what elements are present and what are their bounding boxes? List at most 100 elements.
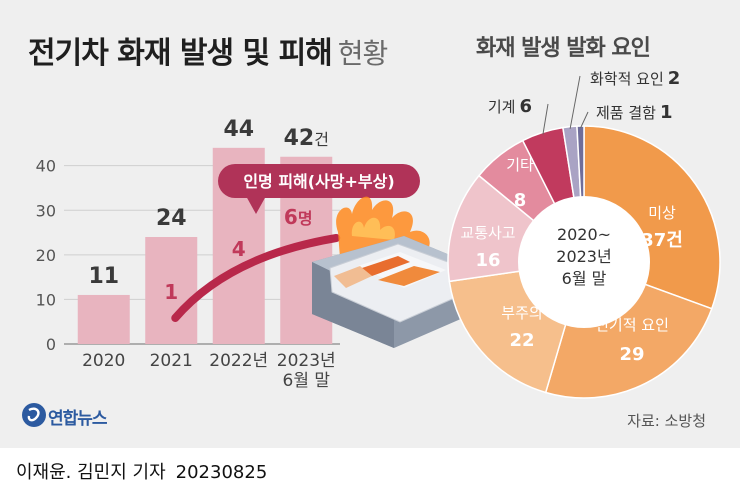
pie-title: 화재 발생 발화 요인 xyxy=(476,36,651,61)
pie-slice-value: 1 xyxy=(660,102,673,123)
bar-value-label: 44 xyxy=(223,117,254,142)
source-note: 자료: 소방청 xyxy=(627,412,706,430)
pie-center-hole xyxy=(518,196,650,328)
pie-slice-name: 화학적 요인 xyxy=(590,70,664,88)
bar-2020 xyxy=(77,294,130,344)
pie-slice-value: 2 xyxy=(668,68,681,89)
x-tick-label: 2022년 xyxy=(209,351,268,371)
injury-callout-label: 인명 피해(사망+부상) xyxy=(243,172,394,191)
injury-value-label-part-1: 명 xyxy=(298,209,313,228)
x-tick-label: 2021 xyxy=(150,351,193,371)
pie-slice-value-part-0: 29 xyxy=(619,344,644,365)
pie-slice-value: 6 xyxy=(519,96,532,117)
page-title: 전기차 화재 발생 및 피해 현황 xyxy=(28,28,389,72)
injury-callout-bubble xyxy=(218,164,420,198)
pie-outside-label: 화학적 요인 2 xyxy=(590,68,680,89)
bar-value-label-part-0: 42 xyxy=(284,126,315,151)
injury-value-label-part-0: 4 xyxy=(232,237,246,261)
car-roof xyxy=(358,252,446,288)
injury-callout-pointer xyxy=(246,196,266,214)
pie-center-label: 2020~ xyxy=(557,225,611,244)
bar-2021 xyxy=(145,237,198,344)
bar-value-label: 42건 xyxy=(284,126,329,151)
pie-center-label: 2023년 xyxy=(556,247,611,266)
injury-value-label: 1 xyxy=(164,280,178,304)
x-tick-label-part-0: 2022년 xyxy=(209,351,268,371)
pie-outside-label: 기계 6 xyxy=(488,96,532,117)
byline: 이재윤. 김민지 기자 20230825 xyxy=(16,458,267,484)
pie-slice-name-part-0: 부주의 xyxy=(501,304,542,322)
burning-car-illustration xyxy=(312,196,486,348)
y-tick-label: 10 xyxy=(36,290,56,309)
pie-leader-line xyxy=(542,103,549,135)
pie-slice-value: 22 xyxy=(509,330,534,351)
pie-slice-name: 제품 결함 xyxy=(596,104,656,122)
injury-line xyxy=(171,234,341,322)
x-tick-label-part-0: 6월 말 xyxy=(283,371,331,391)
pie-slice-name-part-0: 기타 xyxy=(506,156,534,174)
x-tick-label-part-0: 2023년 xyxy=(277,351,336,371)
pie-slice-value: 8 xyxy=(514,190,527,211)
pie-leader-line xyxy=(580,111,589,129)
bar-value-label-part-0: 44 xyxy=(223,117,254,142)
byline-author: 이재윤. 김민지 기자 xyxy=(16,462,166,483)
pie-slice-value-part-0: 37건 xyxy=(641,230,683,251)
car-hood-glow xyxy=(334,266,372,288)
pie-slice-name-part-0: 교통사고 xyxy=(460,224,515,242)
y-tick-label-part-0: 40 xyxy=(36,157,56,176)
y-tick-label: 0 xyxy=(46,335,56,354)
pie-slice-value-part-0: 8 xyxy=(514,190,527,211)
y-tick-label: 40 xyxy=(36,157,56,176)
car-window-side xyxy=(378,266,440,286)
title-main: 전기차 화재 발생 및 피해 xyxy=(28,36,333,71)
injury-callout-label-part-0: 인명 피해(사망+부상) xyxy=(243,172,394,191)
pie-slice-name-part-0: 전기적 요인 xyxy=(595,316,669,334)
x-tick-label-part-0: 2020 xyxy=(82,351,125,371)
pie-slice-value: 37건 xyxy=(641,230,683,251)
injury-value-label: 6명 xyxy=(284,205,313,229)
bar-value-label-part-0: 11 xyxy=(88,264,119,289)
pie-slice-value: 16 xyxy=(475,250,500,271)
pie-slice-name: 교통사고 xyxy=(460,224,515,242)
x-tick-label-part-0: 2021 xyxy=(150,351,193,371)
yonhap-logo-icon xyxy=(22,403,46,427)
title-sub: 현황 xyxy=(337,37,389,70)
injury-value-label: 4 xyxy=(232,237,246,261)
pie-slice-name: 기계 xyxy=(488,98,516,116)
pie-slice-value-part-0: 16 xyxy=(475,250,500,271)
bar-value-label-part-1: 건 xyxy=(314,130,329,149)
y-tick-label-part-0: 0 xyxy=(46,335,56,354)
y-tick-label-part-0: 20 xyxy=(36,246,56,265)
injury-value-label-part-0: 1 xyxy=(164,280,178,304)
injury-value-label-part-0: 6 xyxy=(284,205,298,229)
pie-center-label-part-0: 2020~ xyxy=(557,225,611,244)
pie-outside-label: 제품 결함 1 xyxy=(596,102,673,123)
pie-leader-line xyxy=(569,75,581,129)
byline-date: 20230825 xyxy=(175,462,268,483)
y-tick-label-part-0: 30 xyxy=(36,201,56,220)
pie-slice-name: 부주의 xyxy=(501,304,542,322)
pie-center-label: 6월 말 xyxy=(562,269,607,288)
pie-slice-value-part-0: 22 xyxy=(509,330,534,351)
pie-center-label-part-0: 2023년 xyxy=(556,247,611,266)
x-tick-label: 6월 말 xyxy=(283,371,331,391)
bar-value-label: 24 xyxy=(156,206,187,231)
x-tick-label: 2023년 xyxy=(277,351,336,371)
pie-slice-value: 29 xyxy=(619,344,644,365)
y-tick-label: 20 xyxy=(36,246,56,265)
pie-slice-name-part-0: 미상 xyxy=(648,204,676,222)
x-tick-label: 2020 xyxy=(82,351,125,371)
bar-value-label-part-0: 24 xyxy=(156,206,187,231)
flame-inner-icon xyxy=(351,217,395,240)
pie-slice-name: 미상 xyxy=(648,204,676,222)
logo-text: 연합뉴스 xyxy=(48,409,108,429)
car-window-front xyxy=(362,256,410,276)
pie-center-label-part-0: 6월 말 xyxy=(562,269,607,288)
y-tick-label: 30 xyxy=(36,201,56,220)
pie-slice-name: 기타 xyxy=(506,156,534,174)
pie-slice-name: 전기적 요인 xyxy=(595,316,669,334)
